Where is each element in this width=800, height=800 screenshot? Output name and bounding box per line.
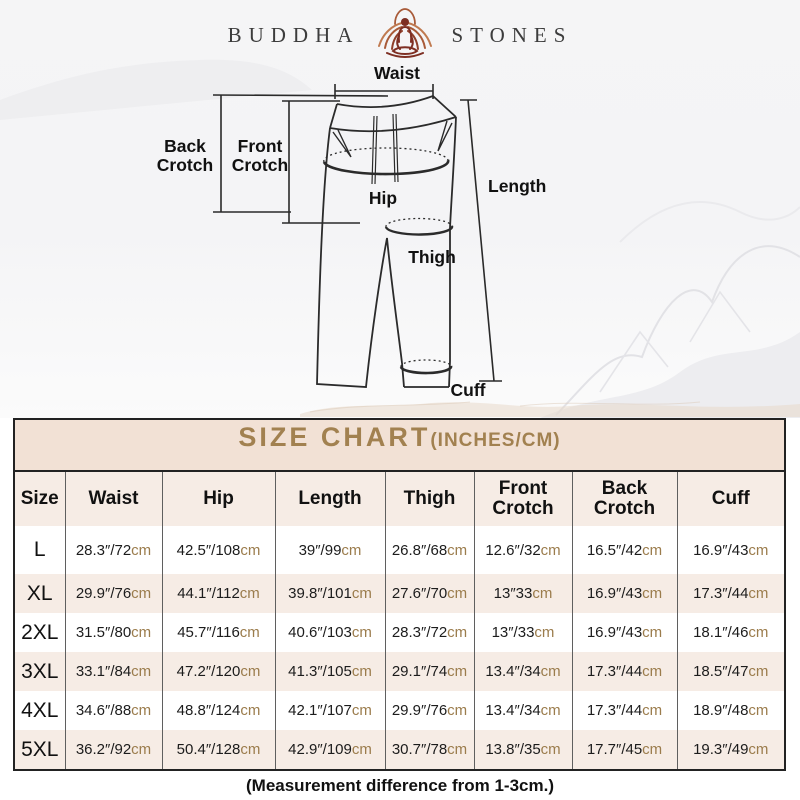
measurement-lines <box>212 84 502 382</box>
brand-word-right: STONES <box>451 22 573 47</box>
cell-cuff: 18.5″/47cm <box>676 652 784 691</box>
cell-cuff: 19.3″/49cm <box>676 730 784 769</box>
size-chart-table: Size Waist Hip Length Thigh Front Crotch Back … <box>15 472 784 769</box>
cell-front-crotch: 13.4″/34cm <box>473 652 572 691</box>
diagram-section: BUDDHA STONES <box>0 0 800 418</box>
cell-back-crotch: 16.5″/42cm <box>571 526 677 574</box>
cell-back-crotch: 17.3″/44cm <box>571 691 677 730</box>
cell-hip: 48.8″/124cm <box>161 691 275 730</box>
cell-hip: 50.4″/128cm <box>161 730 275 769</box>
cuff-label: Cuff <box>451 380 486 400</box>
cell-waist: 29.9″/76cm <box>64 574 162 613</box>
cell-length: 41.3″/105cm <box>274 652 385 691</box>
pants-outline <box>316 95 457 388</box>
cell-thigh: 27.6″/70cm <box>384 574 474 613</box>
cell-front-crotch: 13.4″/34cm <box>473 691 572 730</box>
front-crotch-label-1: Front <box>238 136 283 156</box>
cell-length: 39.8″/101cm <box>274 574 385 613</box>
cell-cuff: 17.3″/44cm <box>676 574 784 613</box>
col-header-front-crotch: Front Crotch <box>473 472 572 526</box>
col-header-waist: Waist <box>64 472 162 526</box>
back-crotch-label-2: Crotch <box>157 155 213 175</box>
cell-back-crotch: 17.3″/44cm <box>571 652 677 691</box>
table-row: 3XL 33.1″/84cm 47.2″/120cm 41.3″/105cm 29.1″… <box>15 652 784 691</box>
col-header-size: Size <box>20 488 59 510</box>
table-row: L 28.3″/72cm 42.5″/108cm 39″/99cm 26.8″/68cm… <box>15 526 784 574</box>
size-label: XL <box>26 581 53 605</box>
cell-waist: 33.1″/84cm <box>64 652 162 691</box>
hip-label: Hip <box>369 188 397 208</box>
cell-thigh: 26.8″/68cm <box>384 526 474 574</box>
mountain-watermark <box>0 59 800 418</box>
col-header-cuff: Cuff <box>676 472 784 526</box>
cell-length: 42.9″/109cm <box>274 730 385 769</box>
cell-cuff: 18.1″/46cm <box>676 613 784 652</box>
cell-back-crotch: 16.9″/43cm <box>571 574 677 613</box>
size-label: L <box>33 538 46 561</box>
col-header-length: Length <box>274 472 385 526</box>
measurement-note: (Measurement difference from 1-3cm.) <box>246 776 554 795</box>
cell-hip: 42.5″/108cm <box>161 526 275 574</box>
header-row: Size Waist Hip Length Thigh Front Crotch Back … <box>15 472 784 526</box>
table-row: 2XL 31.5″/80cm 45.7″/116cm 40.6″/103cm 28.3″… <box>15 613 784 652</box>
size-label: 4XL <box>21 698 59 722</box>
size-chart-title-text: SIZE CHART <box>238 422 431 452</box>
brand-logo: BUDDHA STONES <box>0 8 800 62</box>
length-label: Length <box>488 176 546 196</box>
cell-thigh: 29.9″/76cm <box>384 691 474 730</box>
table-row: 5XL 36.2″/92cm 50.4″/128cm 42.9″/109cm 30.7″… <box>15 730 784 769</box>
table-body: L 28.3″/72cm 42.5″/108cm 39″/99cm 26.8″/68cm… <box>15 526 784 769</box>
cell-hip: 47.2″/120cm <box>161 652 275 691</box>
cell-back-crotch: 17.7″/45cm <box>571 730 677 769</box>
cell-length: 42.1″/107cm <box>274 691 385 730</box>
cell-waist: 28.3″/72cm <box>64 526 162 574</box>
lotus-meditation-icon <box>378 8 433 58</box>
size-chart-title: SIZE CHART (INCHES/CM) <box>15 420 784 472</box>
size-chart-title-units: (INCHES/CM) <box>430 430 561 451</box>
brand-word-left: BUDDHA <box>227 22 360 47</box>
cell-cuff: 18.9″/48cm <box>676 691 784 730</box>
front-crotch-label-2: Crotch <box>232 155 288 175</box>
cell-back-crotch: 16.9″/43cm <box>571 613 677 652</box>
size-label: 3XL <box>21 659 59 683</box>
cell-cuff: 16.9″/43cm <box>676 526 784 574</box>
back-crotch-label-1: Back <box>164 136 206 156</box>
cell-waist: 31.5″/80cm <box>64 613 162 652</box>
table-row: XL 29.9″/76cm 44.1″/112cm 39.8″/101cm 27.6″/… <box>15 574 784 613</box>
size-chart: SIZE CHART (INCHES/CM) Size Waist Hip Lengt… <box>13 418 786 771</box>
table-row: 4XL 34.6″/88cm 48.8″/124cm 42.1″/107cm 29.9″… <box>15 691 784 730</box>
cell-waist: 36.2″/92cm <box>64 730 162 769</box>
size-label: 2XL <box>21 620 59 644</box>
cell-waist: 34.6″/88cm <box>64 691 162 730</box>
cell-hip: 45.7″/116cm <box>161 613 275 652</box>
waist-label: Waist <box>374 63 420 83</box>
cell-front-crotch: 13″/33cm <box>473 613 572 652</box>
col-header-back-crotch: Back Crotch <box>571 472 677 526</box>
pants-diagram: Waist Back Crotch Front Crotch Hip Lengt… <box>157 63 547 400</box>
size-label: 5XL <box>21 737 59 761</box>
cell-thigh: 28.3″/72cm <box>384 613 474 652</box>
col-header-hip: Hip <box>161 472 275 526</box>
cell-front-crotch: 12.6″/32cm <box>473 526 572 574</box>
cell-front-crotch: 13″33cm <box>473 574 572 613</box>
cell-thigh: 29.1″/74cm <box>384 652 474 691</box>
cell-length: 40.6″/103cm <box>274 613 385 652</box>
col-header-thigh: Thigh <box>384 472 474 526</box>
cell-hip: 44.1″/112cm <box>161 574 275 613</box>
cell-thigh: 30.7″/78cm <box>384 730 474 769</box>
cell-front-crotch: 13.8″/35cm <box>473 730 572 769</box>
cell-length: 39″/99cm <box>274 526 385 574</box>
thigh-label: Thigh <box>408 247 456 267</box>
